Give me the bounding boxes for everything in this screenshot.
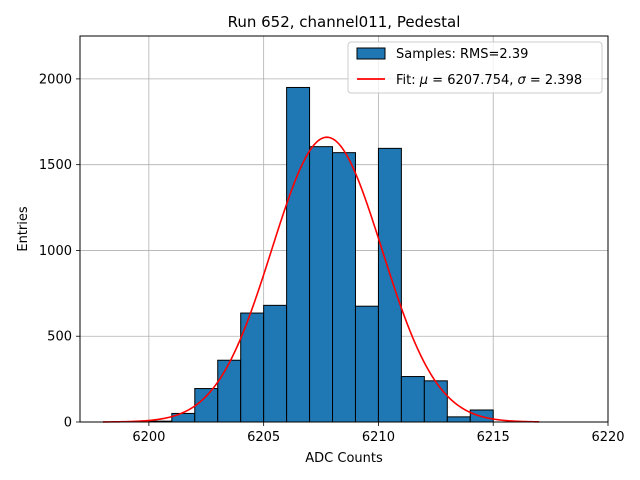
y-tick-label: 1500 xyxy=(39,158,72,173)
legend-histogram-label: Samples: RMS=2.39 xyxy=(396,47,528,62)
histogram-bar xyxy=(400,376,425,423)
y-axis-title: Entries xyxy=(16,206,31,252)
histogram-bar xyxy=(286,86,311,423)
histogram-bar xyxy=(354,305,379,423)
x-tick-label: 6210 xyxy=(362,430,395,445)
y-tick-label: 500 xyxy=(47,330,72,345)
y-axis-ticks: 0 500 1000 1500 2000 xyxy=(39,72,80,431)
y-tick-label: 2000 xyxy=(39,72,72,87)
y-tick-label: 0 xyxy=(64,416,72,431)
plot-area-frame xyxy=(79,35,609,423)
histogram-bars xyxy=(148,86,494,423)
x-tick-label: 6205 xyxy=(247,430,280,445)
fit-curve xyxy=(102,136,540,423)
histogram-bar xyxy=(217,359,242,423)
x-tick-label: 6215 xyxy=(477,430,510,445)
histogram-bar xyxy=(377,147,402,423)
chart-title: Run 652, channel011, Pedestal xyxy=(228,13,461,31)
histogram-bar xyxy=(446,416,471,423)
histogram-bar xyxy=(263,304,288,423)
legend-box xyxy=(347,41,603,94)
x-tick-label: 6220 xyxy=(591,430,624,445)
histogram-bar xyxy=(423,380,448,423)
y-tick-label: 1000 xyxy=(39,244,72,259)
histogram-bar xyxy=(332,152,356,423)
histogram-bar xyxy=(194,388,219,423)
legend-histogram-swatch xyxy=(356,47,386,60)
x-axis-title: ADC Counts xyxy=(305,451,383,466)
x-axis-ticks: 6200 6205 6210 6215 6220 xyxy=(132,422,625,445)
x-tick-label: 6200 xyxy=(132,430,165,445)
legend-fit-label: Fit: μ = 6207.754, σ = 2.398 xyxy=(396,73,582,88)
histogram-bar xyxy=(309,146,334,423)
legend: Samples: RMS=2.39 Fit: μ = 6207.754, σ =… xyxy=(347,41,603,94)
histogram-bar xyxy=(171,412,196,423)
